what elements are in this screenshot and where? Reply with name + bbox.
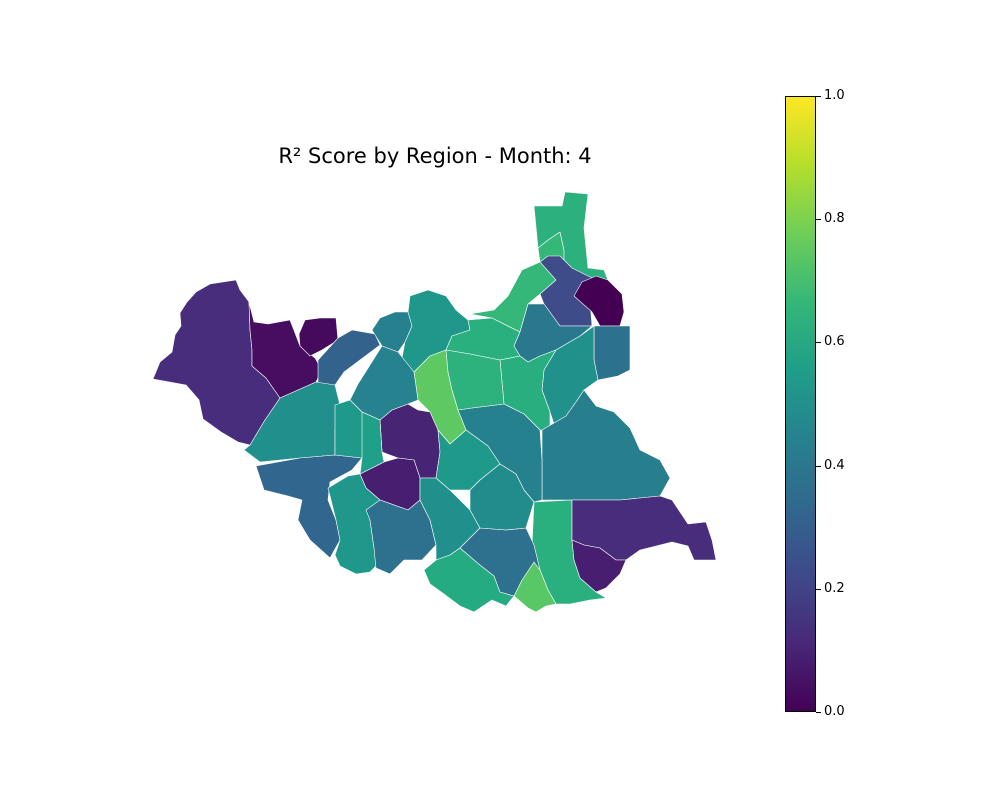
colorbar (785, 96, 816, 712)
region-14 (593, 325, 631, 381)
map-title: R² Score by Region - Month: 4 (278, 144, 592, 168)
colorbar-tick (816, 95, 821, 97)
region-filler-c (359, 411, 385, 475)
colorbar-tick (816, 465, 821, 467)
region-filler-g (445, 349, 505, 411)
colorbar-tick-label: 0.0 (824, 704, 845, 719)
colorbar-tick-label: 0.2 (824, 581, 845, 596)
colorbar-tick-label: 0.8 (824, 211, 845, 226)
colorbar-tick (816, 711, 821, 713)
colorbar-tick (816, 341, 821, 343)
region-22 (365, 499, 437, 575)
colorbar-tick (816, 588, 821, 590)
colorbar-tick-label: 0.4 (824, 458, 845, 473)
colorbar-tick-label: 1.0 (824, 88, 845, 103)
region-filler-f (469, 463, 535, 531)
region-12 (573, 275, 625, 327)
region-27 (571, 539, 627, 593)
colorbar-tick-label: 0.6 (824, 334, 845, 349)
colorbar-tick (816, 218, 821, 220)
